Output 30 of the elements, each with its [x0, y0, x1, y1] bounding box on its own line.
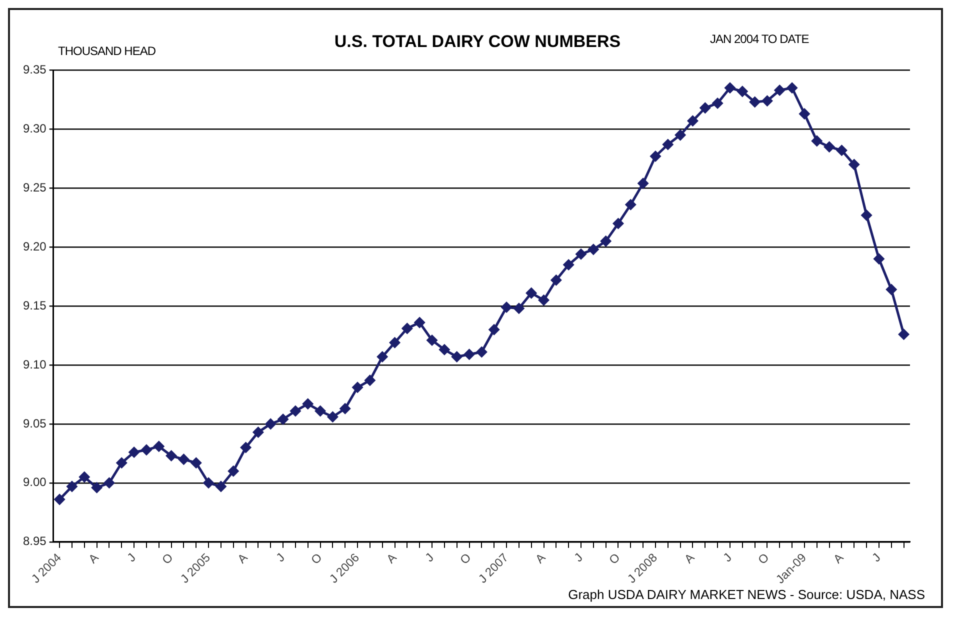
y-tick-label: 9.05 — [22, 416, 47, 430]
y-tick-label: 9.15 — [22, 298, 47, 312]
y-tick-label: 9.35 — [22, 62, 47, 77]
y-tick-label: 8.95 — [22, 534, 47, 548]
x-tick-label: J — [571, 550, 586, 565]
x-tick-label: A — [86, 550, 102, 566]
y-tick-label: 9.25 — [22, 180, 47, 194]
x-tick-label: O — [755, 550, 772, 568]
x-tick-label: A — [830, 550, 846, 566]
x-tick-label: J — [273, 550, 288, 565]
x-tick-label: A — [682, 550, 698, 566]
y-tick-label: 9.20 — [22, 239, 47, 254]
y-tick-label: 9.00 — [22, 475, 47, 490]
y-tick-label: 9.10 — [22, 357, 47, 372]
x-tick-label: A — [234, 550, 250, 566]
x-tick-label: O — [606, 550, 623, 568]
y-axis-title: THOUSAND HEAD — [58, 44, 156, 58]
y-tick-label: 9.30 — [22, 121, 47, 136]
x-tick-label: J — [124, 550, 139, 565]
x-tick-label: O — [308, 550, 325, 568]
x-tick-label: J — [422, 550, 436, 565]
x-tick-label: A — [532, 550, 548, 566]
x-tick-label: J — [869, 550, 884, 565]
x-tick-label: O — [457, 550, 474, 568]
x-tick-label: O — [159, 550, 176, 568]
chart-subtitle: JAN 2004 TO DATE — [710, 32, 809, 46]
x-tick-label: J — [720, 550, 734, 565]
x-tick-label: A — [384, 550, 400, 566]
text: Graph USDA DAIRY MARKET NEWS - Source: USDA, NASS — [568, 587, 925, 602]
chart-title: U.S. TOTAL DAIRY COW NUMBERS — [334, 32, 621, 51]
